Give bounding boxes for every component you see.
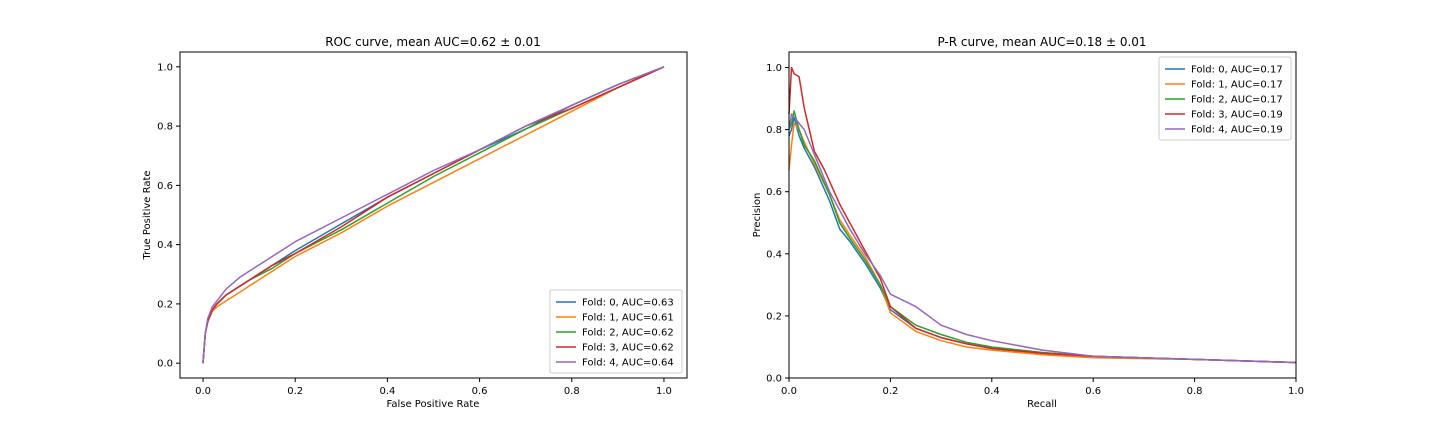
roc-ytick-label: 0.0 [157,359,173,370]
pr-xtick-label: 0.4 [984,386,1000,397]
pr-legend-label-0: Fold: 0, AUC=0.17 [1191,65,1283,76]
roc-xtick-label: 0.2 [287,386,303,397]
pr-xtick-label: 0.0 [781,386,797,397]
pr-xtick-label: 0.2 [882,386,898,397]
pr-ytick-label: 0.8 [766,125,782,136]
roc-ytick-label: 0.4 [157,240,173,251]
roc-legend-label-1: Fold: 1, AUC=0.61 [582,313,674,324]
pr-legend: Fold: 0, AUC=0.17 Fold: 1, AUC=0.17 Fold: … [1158,56,1292,141]
pr-series-line-3 [788,66,1297,364]
roc-xtick-label: 1.0 [656,386,672,397]
roc-xtick-label: 0.4 [379,386,395,397]
pr-ytick-label: 0.2 [766,311,782,322]
roc-xtick-label: 0.8 [564,386,580,397]
pr-title: P-R curve, mean AUC=0.18 ± 0.01 [937,35,1146,49]
pr-legend-label-3: Fold: 3, AUC=0.19 [1191,110,1283,121]
roc-series-lines [202,66,665,364]
roc-xtick-label: 0.6 [472,386,488,397]
roc-ylabel: True Positive Rate [142,170,153,260]
pr-series-line-2 [788,110,1297,364]
pr-xlabel: Recall [1027,399,1057,410]
roc-xlabel: False Positive Rate [387,399,480,410]
pr-series-lines [788,66,1297,364]
pr-series-line-4 [788,113,1297,364]
pr-ytick-label: 1.0 [766,63,782,74]
pr-ytick-label: 0.0 [766,374,782,385]
roc-legend: Fold: 0, AUC=0.63 Fold: 1, AUC=0.61 Fold: … [549,289,683,374]
pr-xtick-label: 0.8 [1187,386,1203,397]
roc-chart-panel: ROC curve, mean AUC=0.62 ± 0.01 0.0 0.2 0.… [142,35,688,410]
roc-legend-label-2: Fold: 2, AUC=0.62 [582,328,674,339]
pr-legend-label-1: Fold: 1, AUC=0.17 [1191,80,1283,91]
pr-chart-panel: P-R curve, mean AUC=0.18 ± 0.01 0.0 0.2 0.… [752,35,1304,410]
pr-legend-box [1158,56,1292,141]
roc-legend-label-3: Fold: 3, AUC=0.62 [582,343,674,354]
roc-legend-label-4: Fold: 4, AUC=0.64 [582,358,674,369]
roc-ytick-label: 1.0 [157,62,173,73]
roc-legend-box [549,289,683,374]
pr-ticks: 0.0 0.2 0.4 0.6 0.8 1.0 0.0 0.2 0.4 0.6 0.8 1.0 [766,63,1304,397]
pr-legend-label-4: Fold: 4, AUC=0.19 [1191,125,1283,136]
roc-ytick-label: 0.2 [157,299,173,310]
pr-ylabel: Precision [752,193,763,238]
roc-ytick-label: 0.8 [157,122,173,133]
pr-axes-frame [788,51,1297,379]
roc-xtick-label: 0.0 [195,386,211,397]
roc-legend-label-0: Fold: 0, AUC=0.63 [582,298,674,309]
pr-legend-label-2: Fold: 2, AUC=0.17 [1191,95,1283,106]
pr-xtick-label: 0.6 [1085,386,1101,397]
roc-ticks: 0.0 0.2 0.4 0.6 0.8 1.0 0.0 0.2 0.4 0.6 0.8 1.0 [157,62,672,397]
roc-ytick-label: 0.6 [157,181,173,192]
pr-xtick-label: 1.0 [1288,386,1304,397]
pr-ytick-label: 0.6 [766,187,782,198]
roc-axes-frame [179,51,688,379]
pr-ytick-label: 0.4 [766,249,782,260]
roc-series-line-4 [202,66,665,364]
roc-title: ROC curve, mean AUC=0.62 ± 0.01 [325,35,541,49]
